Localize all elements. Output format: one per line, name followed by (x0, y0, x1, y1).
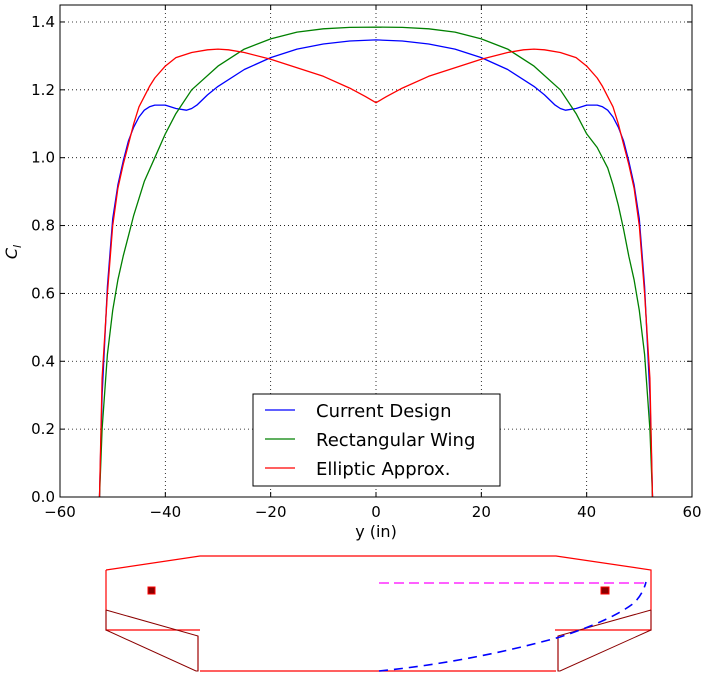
series-line-current-design (98, 39, 654, 498)
tick-marks (59, 5, 693, 498)
y-tick-label: 1.2 (31, 81, 55, 99)
x-tick-label: −60 (44, 503, 76, 521)
control-surface-left (105, 609, 199, 672)
y-tick-label: 0.4 (31, 352, 55, 370)
wing-planform-diagram (105, 555, 652, 672)
series-line-rectangular-wing (98, 26, 654, 498)
series-line-elliptic-approx (98, 48, 654, 498)
x-tick-label: 0 (371, 503, 381, 521)
x-tick-label: 20 (472, 503, 491, 521)
y-tick-labels: 0.0 0.2 0.4 0.6 0.8 1.0 1.2 1.4 (31, 13, 55, 506)
y-tick-label: 0.8 (31, 217, 55, 235)
x-tick-label: 60 (682, 503, 701, 521)
legend: Current Design Rectangular Wing Elliptic… (252, 393, 501, 487)
legend-label-current-design: Current Design (316, 401, 451, 422)
y-tick-label: 1.4 (31, 13, 55, 31)
y-axis-label-sub: l (11, 245, 24, 248)
x-axis-label: y (in) (355, 522, 397, 541)
y-tick-label: 0.6 (31, 284, 55, 302)
left-marker-point (147, 586, 156, 595)
y-axis-label-main: C (2, 247, 21, 259)
y-tick-label: 0.0 (31, 488, 55, 506)
planform-edge (105, 570, 200, 631)
right-marker-point (600, 586, 610, 595)
x-tick-label: −20 (255, 503, 287, 521)
y-tick-label: 0.2 (31, 420, 55, 438)
lift-distribution-chart: −60 −40 −20 0 20 40 60 0.0 0.2 0.4 0.6 0.8 1.0 1.2 1.… (2, 4, 702, 541)
y-axis-label: Cl (2, 245, 24, 259)
legend-box (252, 393, 501, 487)
lift-line-curve (378, 581, 647, 672)
series-lines (98, 26, 654, 498)
y-tick-label: 1.0 (31, 149, 55, 167)
legend-label-elliptic-approx: Elliptic Approx. (316, 459, 450, 480)
x-tick-label: 40 (577, 503, 596, 521)
legend-label-rectangular-wing: Rectangular Wing (316, 430, 475, 451)
wing-outline (105, 555, 652, 672)
x-tick-labels: −60 −40 −20 0 20 40 60 (44, 503, 701, 521)
x-tick-label: −40 (150, 503, 182, 521)
control-surfaces (105, 609, 652, 672)
planform-edge (105, 555, 652, 631)
